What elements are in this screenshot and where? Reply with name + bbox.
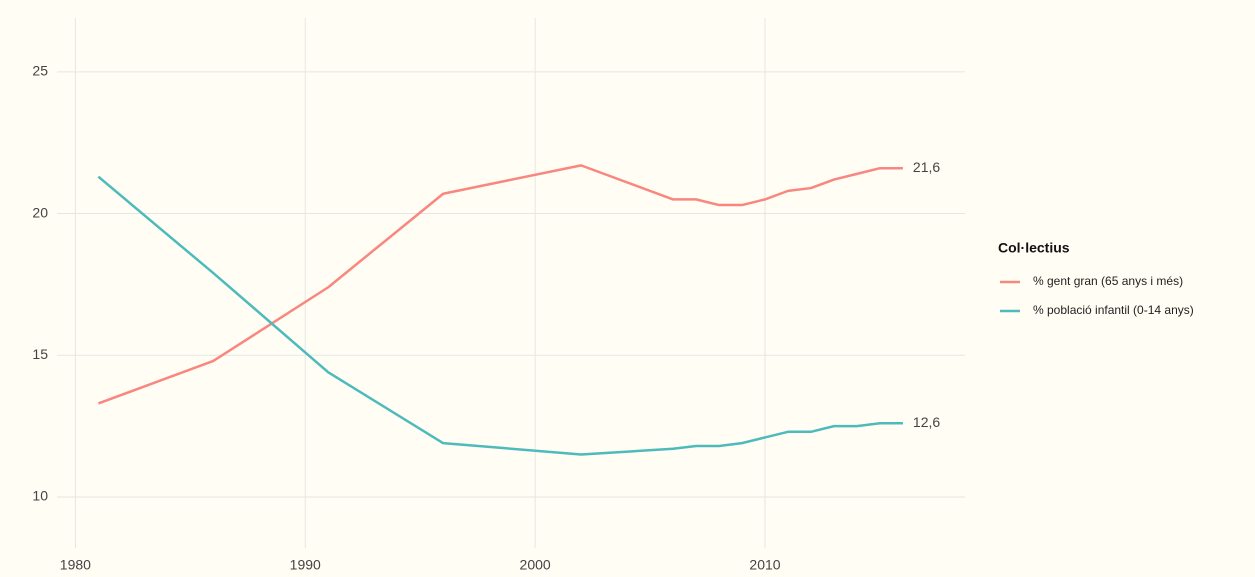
end-label: 21,6: [913, 159, 940, 175]
x-tick-label: 2000: [520, 557, 551, 573]
x-tick-label: 1980: [60, 557, 91, 573]
y-tick-label: 10: [32, 488, 48, 504]
x-tick-label: 2010: [749, 557, 780, 573]
legend-label: % gent gran (65 anys i més): [1033, 274, 1183, 288]
y-tick-label: 25: [32, 63, 48, 79]
x-tick-label: 1990: [290, 557, 321, 573]
end-label: 12,6: [913, 414, 940, 430]
y-tick-label: 20: [32, 204, 48, 220]
line: [97, 175, 903, 456]
legend-title: Col·lectius: [998, 240, 1070, 256]
line: [97, 164, 903, 405]
legend-label: % població infantil (0-14 anys): [1033, 303, 1194, 317]
y-tick-label: 15: [32, 346, 48, 362]
